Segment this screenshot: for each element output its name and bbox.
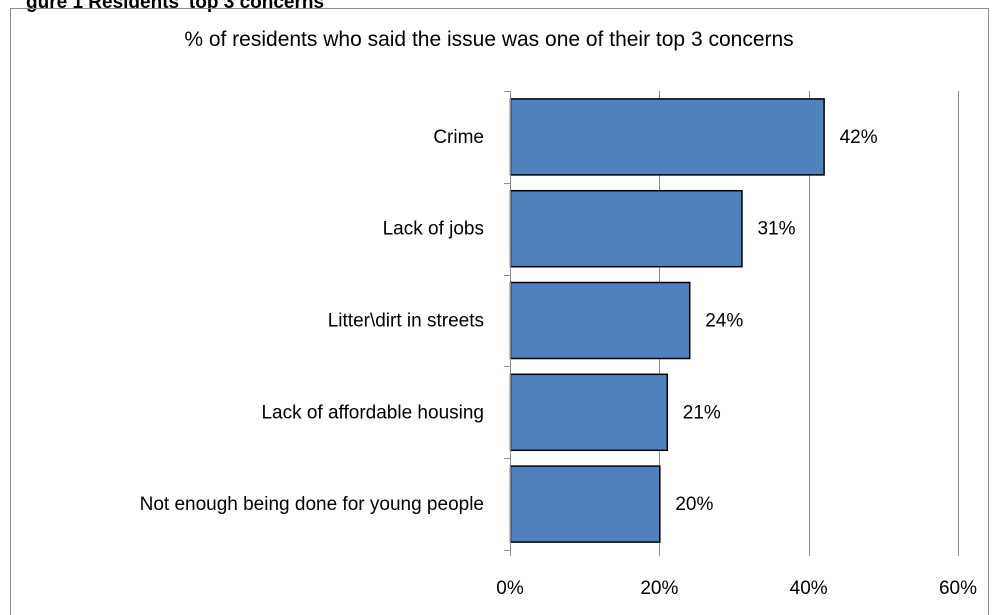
figure-caption: gure 1 Residents' top 3 concerns — [26, 0, 324, 13]
x-tick-label: 0% — [496, 578, 524, 599]
chart-title: % of residents who said the issue was on… — [184, 28, 793, 51]
category-label: Litter\dirt in streets — [328, 311, 484, 332]
x-tick-label: 20% — [640, 578, 678, 599]
data-label: 24% — [705, 311, 743, 332]
data-label: 42% — [840, 127, 878, 148]
category-label: Lack of affordable housing — [261, 402, 484, 423]
axes — [504, 91, 959, 556]
data-label: 21% — [683, 402, 721, 423]
bar-4 — [509, 465, 661, 543]
category-label: Lack of jobs — [383, 219, 484, 240]
bar-3 — [509, 373, 669, 452]
chart-border — [10, 8, 989, 615]
labels: 0% 20% 40% 60% Crime 42% Lack of jobs 31% Litter… — [140, 127, 978, 599]
x-tick-label: 60% — [939, 578, 977, 599]
bar-1 — [509, 189, 743, 268]
data-label: 20% — [675, 494, 713, 515]
x-tick-label: 40% — [790, 578, 828, 599]
category-label: Not enough being done for young people — [140, 494, 484, 515]
category-label: Crime — [433, 127, 484, 148]
bars — [509, 98, 825, 543]
bar-2 — [509, 281, 691, 360]
data-label: 31% — [757, 219, 795, 240]
bar-0 — [509, 98, 825, 176]
